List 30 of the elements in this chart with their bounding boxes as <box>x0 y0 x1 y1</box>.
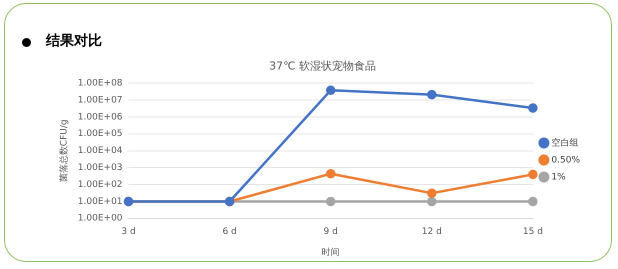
legend-label: 空白组 <box>551 137 578 148</box>
point <box>326 196 336 206</box>
point <box>528 170 538 180</box>
x-tick-label: 9 d <box>324 227 338 238</box>
y-tick-label: 1.00E+05 <box>78 129 123 140</box>
point <box>326 168 336 178</box>
y-tick-label: 1.00E+01 <box>78 196 123 207</box>
y-tick-label: 1.00E+08 <box>78 78 123 89</box>
point <box>326 86 336 96</box>
x-tick-label: 15 d <box>522 227 543 238</box>
point <box>427 90 437 100</box>
y-tick-label: 1.00E+03 <box>78 163 123 174</box>
x-tick-label: 6 d <box>222 227 237 238</box>
y-tick-label: 1.00E+02 <box>78 180 123 190</box>
x-tick-label: 12 d <box>422 227 442 238</box>
x-axis-title: 时间 <box>322 246 340 258</box>
y-tick-label: 1.00E+00 <box>78 214 123 224</box>
legend-label: 0.50% <box>551 155 580 166</box>
legend-label: 1% <box>551 172 566 182</box>
point <box>528 103 538 113</box>
chart-title: 37℃ 软湿状宠物食品 <box>269 59 376 72</box>
y-tick-label: 1.00E+07 <box>78 95 123 106</box>
point <box>427 188 437 198</box>
point <box>528 196 538 206</box>
x-tick-label: 3 d <box>121 227 136 238</box>
y-tick-label: 1.00E+06 <box>78 112 123 122</box>
text: 结果对比 <box>46 32 102 50</box>
y-axis-title: 菌落总数CFU/g <box>58 119 70 182</box>
point <box>427 196 437 206</box>
y-tick-label: 1.00E+04 <box>78 146 123 156</box>
